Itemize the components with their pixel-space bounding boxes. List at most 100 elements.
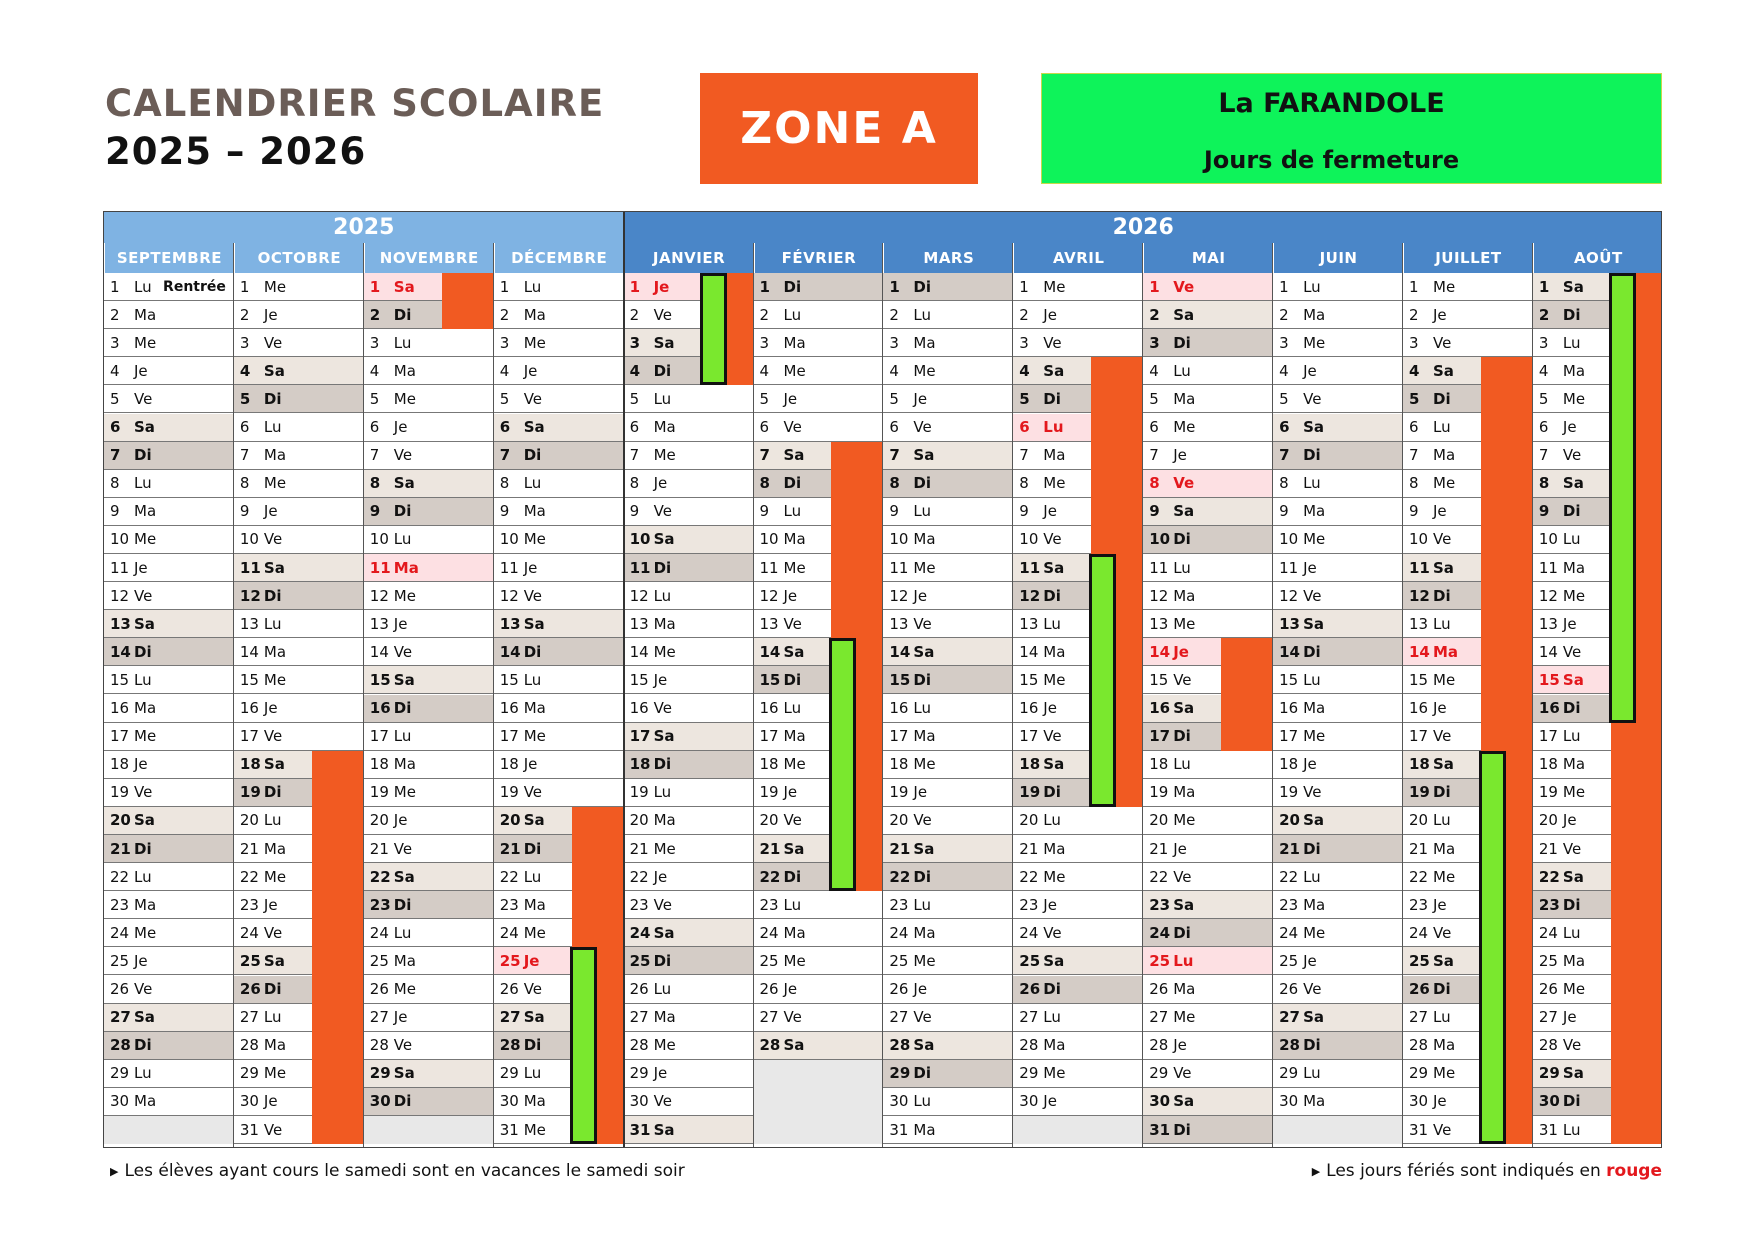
weekday-label: Lu <box>263 811 282 830</box>
weekday-label: Lu <box>1173 951 1194 970</box>
day-number: 19 <box>1279 783 1299 802</box>
weekday-label: Lu <box>913 895 931 914</box>
weekday-label: Je <box>134 558 148 577</box>
day-number: 24 <box>369 923 389 942</box>
weekday-label: Sa <box>263 558 285 577</box>
day-number: 31 <box>499 1120 519 1139</box>
month-header: MAI <box>1143 243 1274 273</box>
day-number: 25 <box>1409 951 1430 970</box>
day-number: 11 <box>369 558 391 577</box>
day-cell: 28 Ve <box>363 1032 494 1060</box>
day-cell: 26 Ve <box>1273 976 1403 1004</box>
weekday-label: Me <box>523 923 546 942</box>
day-number: 14 <box>369 642 389 661</box>
day-cell: 31 Ve <box>1403 1116 1533 1144</box>
day-number: 28 <box>759 1036 781 1055</box>
weekday-label: Di <box>393 699 412 717</box>
day-number: 23 <box>889 895 909 914</box>
weekday-label: Lu <box>134 277 152 296</box>
day-number: 21 <box>889 839 911 858</box>
day-cell: 22 Lu <box>104 863 234 892</box>
weekday-label: Di <box>134 642 152 661</box>
day-number: 3 <box>1279 333 1289 352</box>
day-number: 22 <box>369 867 391 886</box>
day-number: 4 <box>1279 361 1289 380</box>
day-cell: 30 Di <box>363 1087 494 1116</box>
day-cell: 6 Sa <box>104 413 234 442</box>
day-cell: 4 Je <box>104 357 234 386</box>
day-number: 8 <box>110 474 120 493</box>
day-cell: 24 Ve <box>1403 919 1533 948</box>
day-cell: 18 Ma <box>1532 751 1661 779</box>
day-number: 13 <box>1409 614 1429 633</box>
day-number: 20 <box>1149 811 1169 830</box>
day-cell: 20 Sa <box>1273 806 1403 835</box>
day-number: 12 <box>110 586 130 605</box>
weekday-label: Sa <box>134 811 155 830</box>
day-number: 5 <box>499 389 510 408</box>
day-cell: 17 Me <box>104 723 234 751</box>
day-cell: 22 Sa <box>363 863 494 892</box>
day-number: 20 <box>239 811 259 830</box>
day-number: 26 <box>1279 980 1299 998</box>
day-number: 5 <box>369 389 380 408</box>
weekday-label: Di <box>913 670 931 689</box>
weekday-label: Me <box>1173 811 1196 830</box>
day-number: 9 <box>1149 502 1160 521</box>
weekday-label: Di <box>523 642 542 661</box>
weekday-label: Ma <box>1433 642 1459 661</box>
day-cell: 27 Sa <box>1273 1003 1403 1032</box>
day-number: 25 <box>239 951 261 970</box>
closure-legend: La FARANDOLE Jours de fermeture <box>1041 73 1662 184</box>
day-cell: 21 Ve <box>1532 835 1661 863</box>
day-cell: 19 Ma <box>1143 779 1274 807</box>
month-header: NOVEMBRE <box>363 243 494 273</box>
day-cell: 29 Je <box>623 1060 754 1088</box>
day-cell: 22 Je <box>623 863 754 892</box>
day-cell: 27 Ma <box>623 1004 754 1032</box>
day-number: 20 <box>889 811 909 830</box>
day-cell: 13 Sa <box>1273 610 1403 639</box>
day-cell: 24 Ve <box>1013 919 1144 948</box>
day-number: 22 <box>629 867 649 886</box>
day-cell: 18 Me <box>883 751 1014 779</box>
day-number: 30 <box>1279 1092 1299 1111</box>
day-cell: 13 Lu <box>1013 610 1144 639</box>
weekday-label: Ma <box>1173 586 1196 605</box>
day-cell: 22 Di <box>883 863 1014 892</box>
day-cell: 10 Me <box>104 526 234 554</box>
day-cell: 1 Me <box>233 273 364 301</box>
weekday-label: Ve <box>393 1036 413 1055</box>
weekday-label: Di <box>783 867 802 886</box>
day-number: 12 <box>759 586 779 605</box>
day-cell: 31 Ma <box>883 1116 1014 1144</box>
weekday-label: Sa <box>1173 305 1195 324</box>
day-cell: 5 Lu <box>623 385 754 414</box>
weekday-label: Me <box>523 727 546 746</box>
day-cell: 23 Je <box>233 891 364 920</box>
day-cell: 16 Je <box>1013 695 1144 723</box>
day-number: 5 <box>1279 389 1289 408</box>
day-cell: 18 Ma <box>363 751 494 779</box>
weekday-label: Ma <box>783 727 806 746</box>
day-number: 1 <box>629 277 641 296</box>
weekday-label: Ve <box>1173 867 1192 886</box>
day-number: 15 <box>889 670 911 689</box>
day-cell: 3 Ma <box>883 329 1014 358</box>
day-cell: 14 Ve <box>1532 638 1661 667</box>
footer-note-saturday: ▶ Les élèves ayant cours le samedi sont e… <box>110 1161 685 1181</box>
weekday-label: Ma <box>523 699 546 717</box>
day-cell: 26 Je <box>753 976 884 1004</box>
weekday-label: Di <box>1173 1120 1191 1139</box>
vacation-strip <box>1221 638 1273 751</box>
weekday-label: Me <box>1433 670 1456 689</box>
day-cell: 28 Me <box>623 1032 754 1060</box>
day-cell: 18 Di <box>623 750 754 779</box>
weekday-label: Sa <box>1173 1092 1195 1111</box>
day-number: 7 <box>1279 446 1290 465</box>
column-divider <box>752 243 754 1147</box>
day-cell: 13 Je <box>1532 610 1661 639</box>
day-number: 23 <box>1409 895 1429 914</box>
weekday-label: Di <box>1303 839 1321 858</box>
column-divider <box>622 212 625 1147</box>
